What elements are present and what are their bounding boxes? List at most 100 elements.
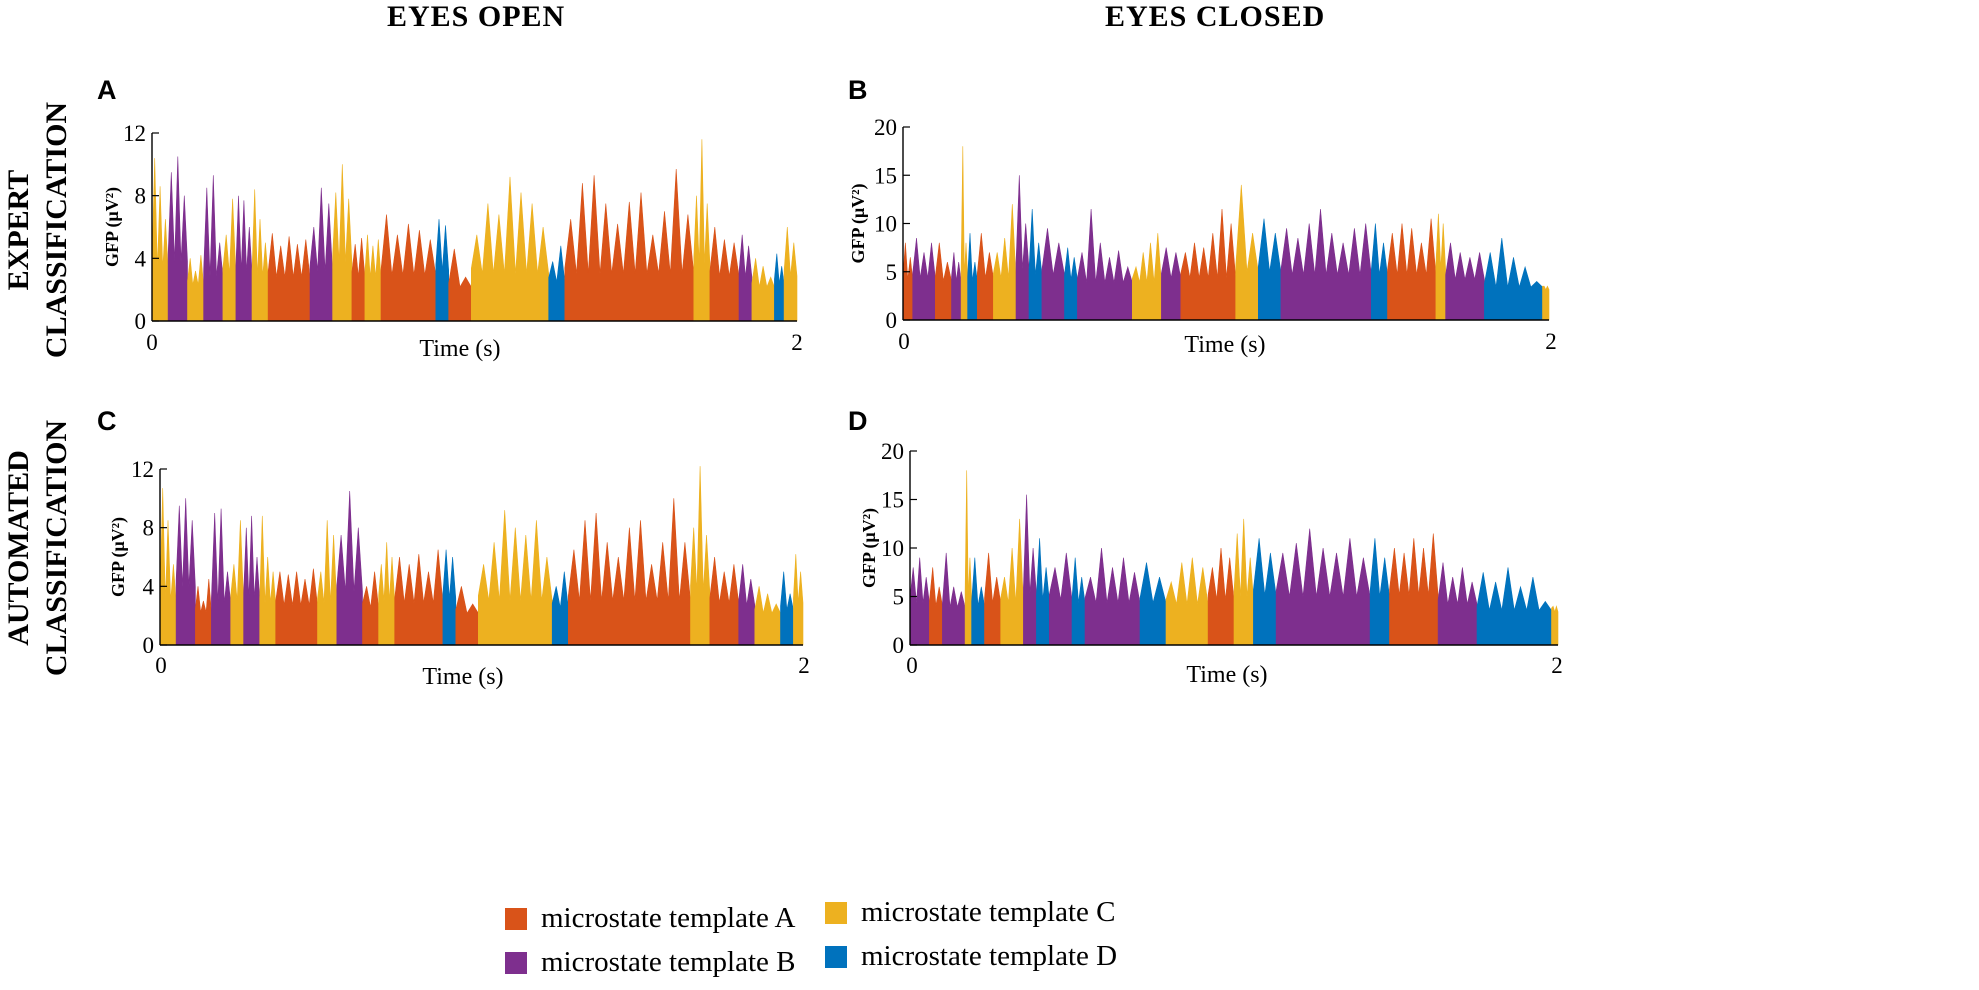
panel-c-segment-15-state-c xyxy=(478,510,553,646)
panel-letter-c: C xyxy=(97,406,117,436)
panel-d-segment-20-state-b xyxy=(1437,562,1478,646)
panel-a-segment-13-state-d xyxy=(435,219,449,322)
panel-b-chart: 0 5 10 15 20 0 2 Time (s) GFP (μV²) xyxy=(848,115,1557,358)
panel-letter-a: A xyxy=(97,75,117,105)
panel-c-xtick-label-0: 0 xyxy=(155,653,167,678)
legend-item-d: microstate template D xyxy=(825,940,1117,973)
panel-a-segment-8-state-b xyxy=(309,187,333,322)
panel-b-segment-4-state-c xyxy=(960,146,968,321)
panel-a-segment-23-state-c xyxy=(783,226,798,322)
panel-c-chart: 0 4 8 12 0 2 Time (s) GFP (μV²) xyxy=(108,457,810,690)
panel-a-segment-21-state-c xyxy=(751,258,775,322)
panel-c-segment-13-state-d xyxy=(442,549,457,646)
panel-c-segment-20-state-b xyxy=(738,564,756,646)
panel-b-ytick-label-3: 15 xyxy=(874,163,897,188)
legend-item-c: microstate template C xyxy=(825,896,1115,929)
panel-a-ytick-label-2: 8 xyxy=(135,184,147,209)
panel-c-segment-19-state-a xyxy=(709,556,739,646)
panel-a-xtick-label-0: 0 xyxy=(146,330,158,355)
panel-a-segment-1-state-b xyxy=(167,156,188,322)
panel-a-ytick-label-3: 12 xyxy=(123,121,146,146)
panel-b-xlabel: Time (s) xyxy=(1184,332,1265,358)
panel-a-segment-22-state-d xyxy=(774,253,785,322)
panel-c-segment-7-state-a xyxy=(275,568,318,646)
panel-b-ytick-label-0: 0 xyxy=(886,308,898,333)
panel-c-segment-18-state-c xyxy=(690,466,711,646)
panel-c-segment-10-state-a xyxy=(362,571,379,646)
panel-a-segment-20-state-b xyxy=(738,234,753,322)
legend-swatch-b xyxy=(505,951,527,974)
panel-b-ytick-label-2: 10 xyxy=(874,212,897,237)
panel-c-xlabel: Time (s) xyxy=(422,664,503,690)
panel-d-ytick-label-4: 20 xyxy=(881,439,904,464)
panel-b-segment-9-state-d xyxy=(1028,208,1043,321)
panel-c-ytick-label-2: 8 xyxy=(143,516,155,541)
panel-b-segment-2-state-a xyxy=(935,242,952,321)
panel-d-segment-6-state-c xyxy=(1000,518,1024,646)
panel-d-segment-16-state-d xyxy=(1253,538,1277,646)
panel-b-segment-23-state-d xyxy=(1484,237,1543,321)
panel-c-segment-23-state-c xyxy=(793,554,804,646)
panel-d-xtick-label-1: 2 xyxy=(1551,653,1563,678)
legend-label-b: microstate template B xyxy=(541,946,796,978)
panel-a-xtick-label-1: 2 xyxy=(791,330,803,355)
legend-item-a: microstate template A xyxy=(505,902,795,935)
panel-a-segment-15-state-c xyxy=(471,176,549,322)
panel-d-segment-1-state-a xyxy=(929,567,943,646)
panel-c-segment-9-state-b xyxy=(336,490,363,646)
panel-d-ytick-label-2: 10 xyxy=(881,536,904,561)
panel-letter-b: B xyxy=(848,75,868,105)
panel-a-segment-5-state-b xyxy=(235,195,253,322)
panel-c-ylabel: GFP (μV²) xyxy=(108,517,129,597)
panel-c-ytick-label-3: 12 xyxy=(131,457,154,482)
panel-d-segment-13-state-c xyxy=(1165,557,1209,646)
legend-swatch-d xyxy=(825,945,847,968)
panel-b-segment-1-state-b xyxy=(912,237,936,321)
panel-b-segment-5-state-d xyxy=(967,233,978,321)
panel-c-segment-22-state-d xyxy=(780,571,794,646)
panel-d-ylabel: GFP (μV²) xyxy=(859,508,880,588)
panel-a-ytick-label-0: 0 xyxy=(135,309,147,334)
panel-b-segment-7-state-c xyxy=(993,204,1017,321)
panel-d-segment-11-state-b xyxy=(1084,547,1141,646)
panel-d-segment-19-state-a xyxy=(1389,533,1439,646)
panel-a-segment-9-state-c xyxy=(332,164,353,322)
panel-b-segment-15-state-a xyxy=(1180,208,1236,321)
panel-d-ytick-label-3: 15 xyxy=(881,488,904,513)
panel-b-ytick-label-4: 20 xyxy=(874,115,897,140)
panel-b-segment-14-state-b xyxy=(1161,247,1182,321)
panel-letter-d: D xyxy=(848,406,868,436)
panel-c-segment-14-state-a xyxy=(455,586,479,646)
legend: microstate template A microstate templat… xyxy=(505,892,1305,990)
panel-b-segment-0-state-a xyxy=(902,242,913,321)
panel-b-segment-11-state-d xyxy=(1064,247,1078,321)
legend-swatch-a xyxy=(505,907,527,930)
panel-b-segment-24-state-c xyxy=(1542,285,1550,321)
panel-d-segment-9-state-b xyxy=(1049,552,1073,646)
panel-c-segment-1-state-b xyxy=(175,498,196,646)
panel-d-segment-2-state-b xyxy=(942,552,966,646)
legend-label-d: microstate template D xyxy=(861,940,1118,972)
legend-item-b: microstate template B xyxy=(505,946,795,979)
panel-d-segment-4-state-d xyxy=(971,557,985,646)
panel-d-segment-8-state-d xyxy=(1036,538,1050,646)
panel-c-segment-16-state-d xyxy=(551,571,569,646)
panel-b-segment-13-state-c xyxy=(1132,233,1162,321)
panel-d-chart: 0 5 10 15 20 0 2 Time (s) GFP (μV²) xyxy=(859,439,1563,688)
panel-a-segment-14-state-a xyxy=(448,248,472,322)
panel-b-segment-8-state-b xyxy=(1015,175,1030,321)
panel-b-segment-17-state-d xyxy=(1258,218,1282,321)
panel-b-segment-20-state-a xyxy=(1387,218,1437,321)
panel-c-ytick-label-0: 0 xyxy=(143,633,155,658)
panel-a-segment-7-state-a xyxy=(267,233,311,322)
legend-label-a: microstate template A xyxy=(541,902,796,934)
panel-c-segment-3-state-b xyxy=(211,508,231,646)
panel-d-segment-0-state-b xyxy=(909,557,930,646)
panel-d-segment-5-state-a xyxy=(984,552,1001,646)
panel-b-segment-12-state-b xyxy=(1077,208,1133,321)
panel-c-segment-11-state-c xyxy=(378,542,395,646)
panel-a-ytick-label-1: 4 xyxy=(135,246,147,271)
legend-label-c: microstate template C xyxy=(861,896,1116,928)
panel-c-segment-21-state-c xyxy=(754,586,781,646)
